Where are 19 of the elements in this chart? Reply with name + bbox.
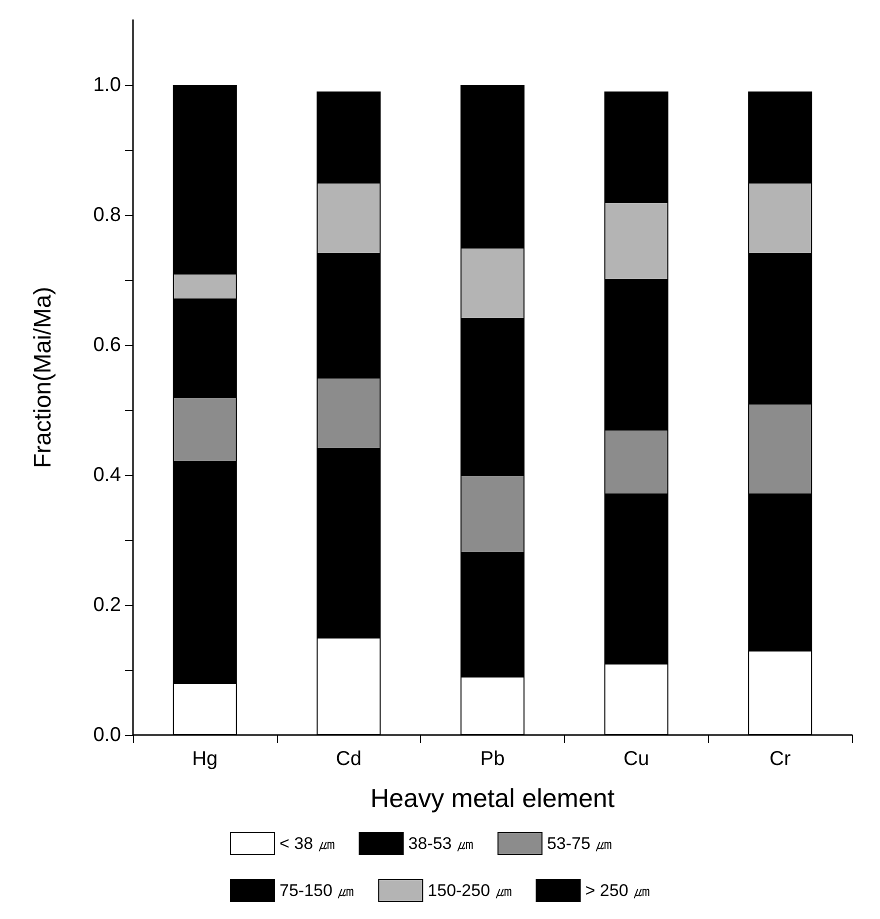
- x-tick-label: Cd: [336, 748, 362, 770]
- y-tick-label: 0.4: [93, 464, 121, 486]
- legend-label: 75-150 ㎛: [279, 881, 354, 900]
- x-tick-label: Pb: [480, 748, 505, 770]
- y-tick-label: 0.2: [93, 594, 121, 616]
- y-tick-label: 1.0: [93, 74, 121, 96]
- legend-label: 150-250 ㎛: [428, 881, 512, 900]
- x-tick-label: Hg: [192, 748, 218, 770]
- x-tick-label: Cu: [624, 748, 650, 770]
- x-axis-title: Heavy metal element: [370, 783, 616, 813]
- x-tick-label: Cr: [770, 748, 791, 770]
- legend-label: 38-53 ㎛: [408, 834, 474, 853]
- legend-label: > 250 ㎛: [585, 881, 650, 900]
- y-tick-label: 0.6: [93, 334, 121, 356]
- y-tick-label: 0.0: [93, 724, 121, 746]
- y-tick-label: 0.8: [93, 204, 121, 226]
- y-axis-title: Fraction(Mai/Ma): [30, 286, 56, 468]
- legend-label: 53-75 ㎛: [546, 834, 612, 853]
- legend-label: < 38 ㎛: [279, 834, 335, 853]
